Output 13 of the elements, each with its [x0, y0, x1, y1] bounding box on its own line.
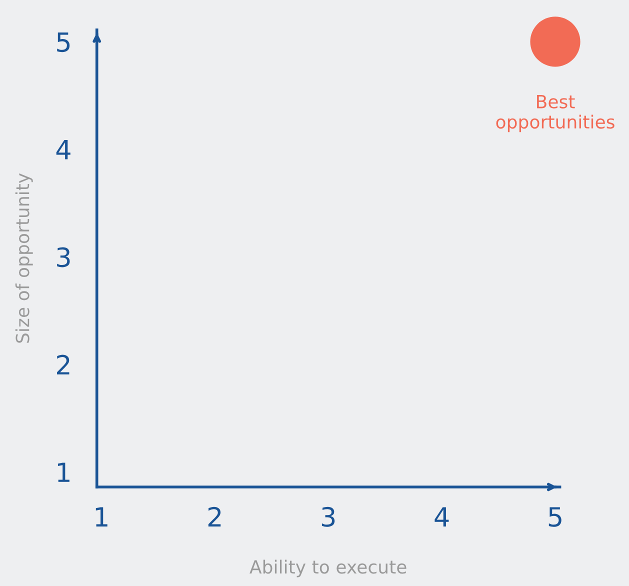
x-tick-label: 3 [322, 506, 335, 527]
x-tick-label: 1 [96, 507, 108, 526]
y-tick-label: 4 [56, 140, 70, 160]
y-tick-label: 2 [57, 354, 70, 374]
x-axis-title: Ability to execute [250, 560, 406, 578]
x-tick-label: 2 [208, 506, 221, 526]
annotation: Best opportunities [496, 95, 614, 132]
y-axis-title: Size of opportunity [15, 173, 33, 343]
x-tick-label: 5 [548, 507, 562, 527]
y-tick-label: 5 [57, 32, 70, 52]
x-tick-label: 4 [434, 507, 449, 526]
y-tick-label: 1 [58, 462, 70, 482]
y-tick-label: 3 [57, 247, 70, 268]
